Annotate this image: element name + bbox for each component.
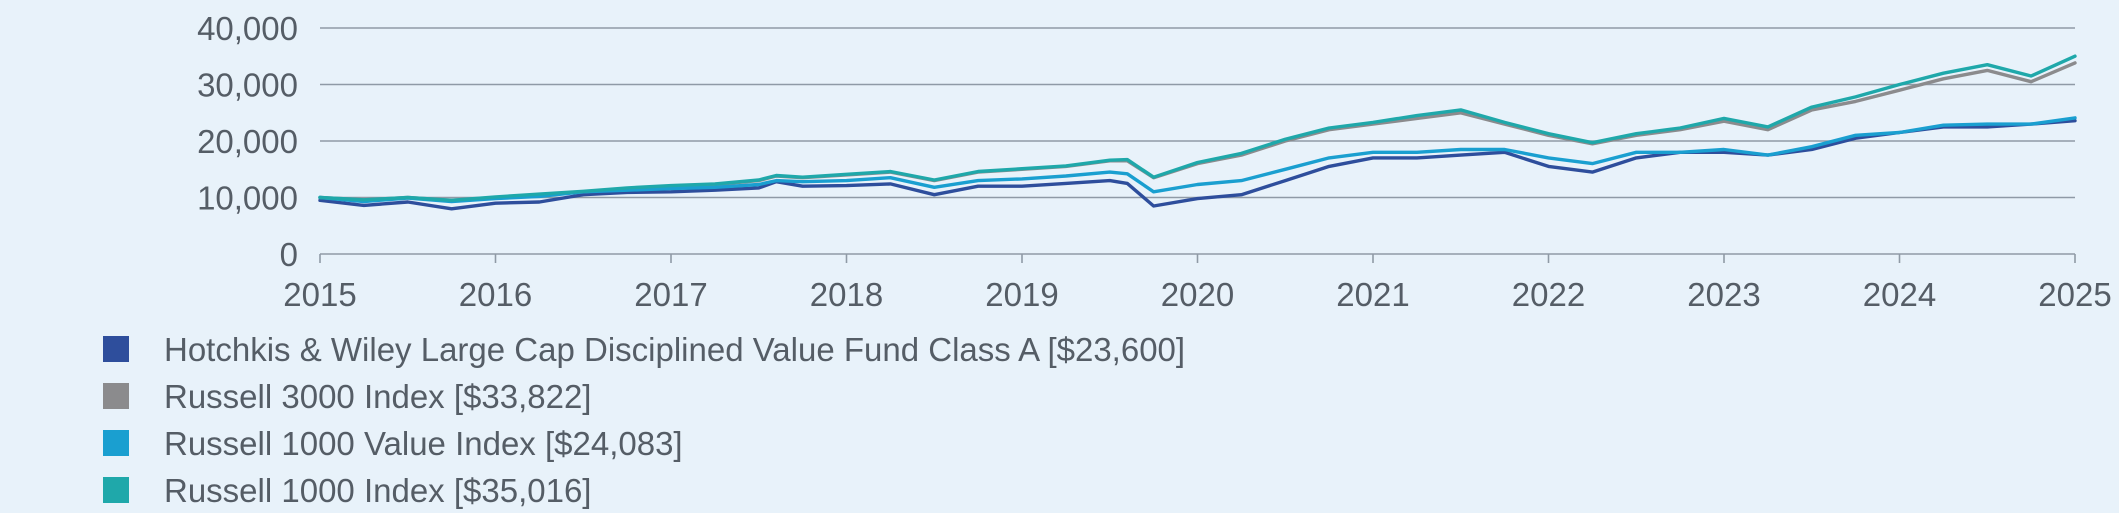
legend-swatch-4 xyxy=(103,477,129,503)
legend-swatch-1 xyxy=(103,336,129,362)
x-tick-label: 2017 xyxy=(634,276,707,313)
legend-label-3: Russell 1000 Value Index [$24,083] xyxy=(164,425,683,462)
y-tick-label: 10,000 xyxy=(197,180,298,217)
y-tick-label: 30,000 xyxy=(197,67,298,104)
y-axis-tick-labels: 0 10,000 20,000 30,000 40,000 xyxy=(197,10,298,273)
series-line-3 xyxy=(318,116,2077,204)
y-tick-label: 20,000 xyxy=(197,123,298,160)
x-tick-label: 2016 xyxy=(459,276,532,313)
x-tick-label: 2019 xyxy=(985,276,1058,313)
x-tick-label: 2018 xyxy=(810,276,883,313)
series-line-2 xyxy=(318,61,2077,203)
legend: Hotchkis & Wiley Large Cap Disciplined V… xyxy=(103,331,1185,509)
x-tick-label: 2022 xyxy=(1512,276,1585,313)
x-tick-label: 2021 xyxy=(1336,276,1409,313)
x-tick-label: 2015 xyxy=(283,276,356,313)
legend-label-4: Russell 1000 Index [$35,016] xyxy=(164,472,591,509)
series-line-4 xyxy=(318,54,2077,203)
legend-label-1: Hotchkis & Wiley Large Cap Disciplined V… xyxy=(164,331,1185,368)
legend-swatch-2 xyxy=(103,383,129,409)
gridlines xyxy=(320,27,2075,199)
legend-label-2: Russell 3000 Index [$33,822] xyxy=(164,378,591,415)
x-tick-label: 2025 xyxy=(2038,276,2111,313)
x-axis xyxy=(319,253,2076,263)
series-lines xyxy=(318,54,2077,211)
x-tick-label: 2020 xyxy=(1161,276,1234,313)
x-tick-label: 2024 xyxy=(1863,276,1936,313)
legend-swatch-3 xyxy=(103,430,129,456)
x-axis-tick-labels: 2015 2016 2017 2018 2019 2020 2021 2022 2023 2024… xyxy=(283,276,2111,313)
y-tick-label: 0 xyxy=(280,236,298,273)
x-tick-label: 2023 xyxy=(1687,276,1760,313)
y-tick-label: 40,000 xyxy=(197,10,298,47)
